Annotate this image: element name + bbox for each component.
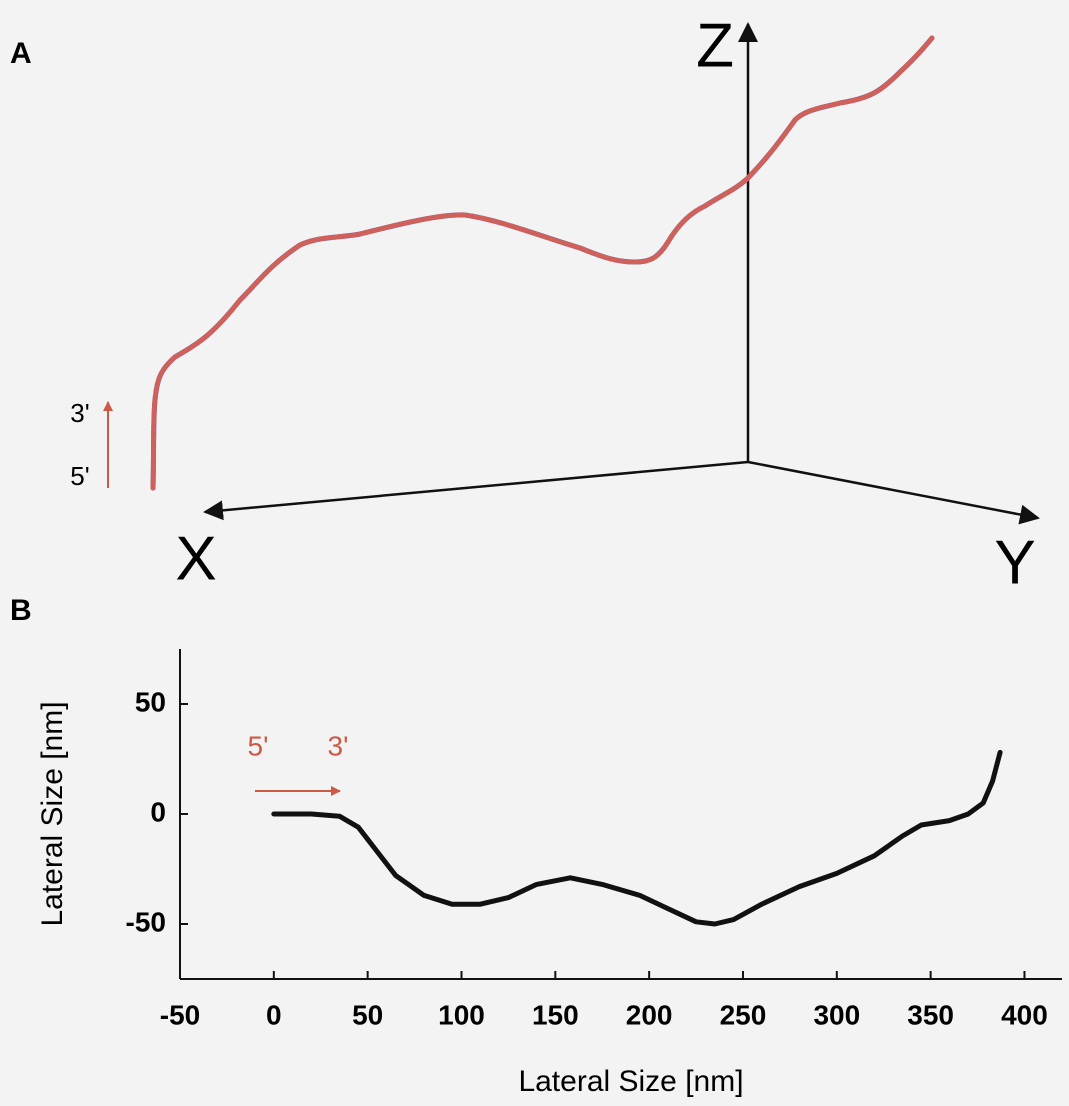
data-line xyxy=(271,749,1003,927)
panel-label: B xyxy=(10,594,32,627)
axis-name: Z xyxy=(696,11,734,80)
direction-label: 5' xyxy=(70,461,89,491)
annotation: 3' xyxy=(328,730,349,761)
y-tick-label: 50 xyxy=(135,686,166,717)
trace-strand xyxy=(150,35,935,491)
y-axis-3d xyxy=(747,460,1040,525)
x-tick-label: 0 xyxy=(266,999,282,1030)
x-tick-label: 250 xyxy=(720,999,767,1030)
x-tick-label: 200 xyxy=(626,999,673,1030)
dna-trace xyxy=(150,35,935,491)
x-tick-label: 400 xyxy=(1001,999,1048,1030)
x-axis-label: Lateral Size [nm] xyxy=(518,1065,743,1098)
y-tick-label: 0 xyxy=(150,796,166,827)
x-tick-label: -50 xyxy=(160,999,200,1030)
x-axis-3d xyxy=(203,460,749,521)
x-tick-label: 300 xyxy=(813,999,860,1030)
panel-label: A xyxy=(10,37,32,70)
axis-name: Y xyxy=(994,528,1035,597)
annotation: 5' xyxy=(248,730,269,761)
line-chart: B -50 0 50 -50 0 50 100 150 200 250 300 350 400 Latera… xyxy=(10,594,1062,1098)
axis-name: X xyxy=(175,524,216,593)
x-tick-label: 50 xyxy=(352,999,383,1030)
y-axis-label: Lateral Size [nm] xyxy=(36,701,69,926)
direction-label: 3' xyxy=(70,398,89,428)
x-tick-label: 100 xyxy=(438,999,485,1030)
x-tick-label: 150 xyxy=(532,999,579,1030)
y-tick-label: -50 xyxy=(126,906,166,937)
x-tick-label: 350 xyxy=(907,999,954,1030)
